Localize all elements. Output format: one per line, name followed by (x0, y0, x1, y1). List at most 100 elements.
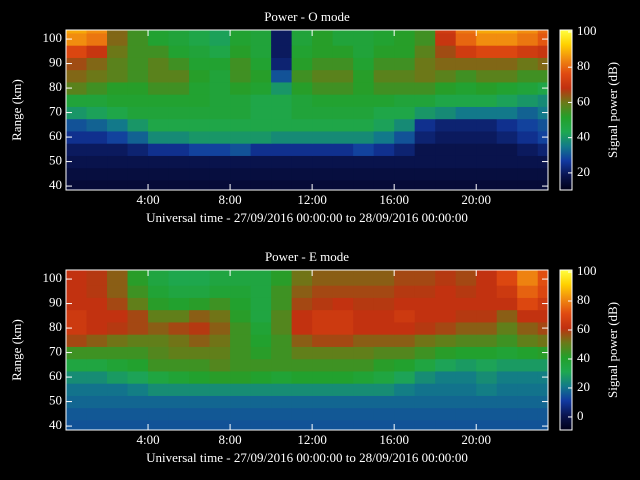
cell (291, 309, 313, 323)
cell (455, 32, 477, 46)
cell (86, 32, 108, 46)
cell (168, 57, 190, 71)
cell (291, 45, 313, 58)
cell (312, 297, 334, 311)
cell (107, 358, 129, 372)
cell (291, 167, 313, 181)
cell (332, 285, 354, 298)
cell (66, 167, 88, 181)
cell (332, 94, 354, 107)
cell (230, 130, 252, 144)
cell (271, 297, 293, 311)
cell (168, 81, 190, 95)
cell (455, 285, 477, 298)
cell (250, 297, 272, 311)
cell (435, 297, 457, 311)
cell (455, 383, 477, 396)
cell (66, 407, 88, 421)
cell (414, 383, 436, 396)
cell (496, 297, 518, 311)
cell (107, 407, 129, 421)
cell (271, 57, 293, 71)
cell (148, 358, 170, 372)
cell (291, 94, 313, 107)
cell (496, 45, 518, 58)
cell (86, 407, 108, 421)
cell (86, 270, 108, 274)
cell (189, 407, 211, 421)
cell (476, 395, 498, 409)
cell (517, 272, 539, 286)
cell (291, 370, 313, 384)
cell (353, 383, 375, 396)
x-tick-label: 20:00 (461, 192, 491, 207)
y-tick-label: 40 (49, 417, 62, 432)
cell (209, 94, 231, 107)
cell (86, 383, 108, 396)
cell (312, 32, 334, 46)
cell (353, 419, 375, 430)
cell (148, 155, 170, 169)
colorbar-tick-label: 0 (577, 408, 584, 423)
cell (291, 395, 313, 409)
cell (127, 395, 149, 409)
cell (517, 270, 539, 274)
cell (537, 179, 548, 190)
cell (250, 155, 272, 169)
cell (86, 358, 108, 372)
cell (394, 285, 416, 298)
cell (107, 30, 129, 34)
cell (291, 30, 313, 34)
cell (168, 30, 190, 34)
cell (66, 143, 88, 156)
cell (394, 69, 416, 83)
cell (414, 321, 436, 335)
cell (271, 130, 293, 144)
cell (414, 106, 436, 120)
cell (394, 346, 416, 360)
cell (517, 321, 539, 335)
cell (209, 334, 231, 347)
cell (189, 346, 211, 360)
cell (517, 130, 539, 144)
cell (476, 419, 498, 430)
cell (148, 94, 170, 107)
cell (86, 81, 108, 95)
cell (455, 106, 477, 120)
cell (353, 370, 375, 384)
y-tick-label: 100 (43, 270, 63, 285)
cell (414, 395, 436, 409)
cell (127, 32, 149, 46)
cell (230, 57, 252, 71)
cell (455, 167, 477, 181)
cell (394, 297, 416, 311)
cell (435, 69, 457, 83)
cell (332, 383, 354, 396)
cell (455, 270, 477, 274)
cell (353, 270, 375, 274)
cell (209, 370, 231, 384)
cell (353, 321, 375, 335)
cell (209, 167, 231, 181)
cell (107, 395, 129, 409)
cell (312, 45, 334, 58)
cell (86, 285, 108, 298)
cell (250, 407, 272, 421)
cell (414, 179, 436, 190)
cell (332, 395, 354, 409)
cell (455, 309, 477, 323)
cell (209, 285, 231, 298)
cell (332, 130, 354, 144)
cell (148, 143, 170, 156)
cell (394, 407, 416, 421)
cell (271, 285, 293, 298)
cell (476, 272, 498, 286)
cell (86, 30, 108, 34)
cell (189, 370, 211, 384)
cell (209, 118, 231, 132)
cell (189, 285, 211, 298)
cell (250, 106, 272, 120)
cell (66, 383, 88, 396)
chart-title: Power - E mode (265, 249, 349, 264)
cell (66, 155, 88, 169)
